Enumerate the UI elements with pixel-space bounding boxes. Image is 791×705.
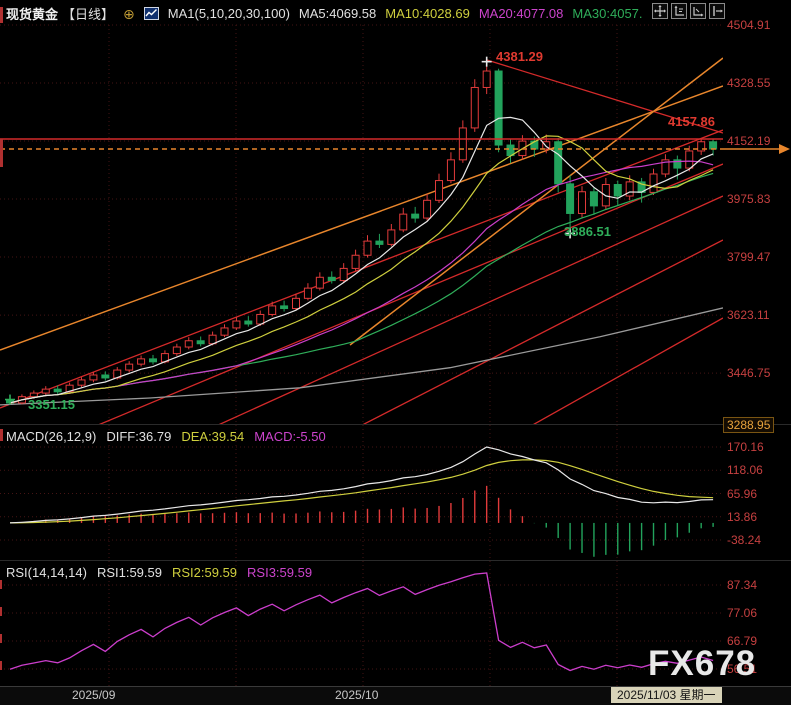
current-date-tag: 2025/11/03 星期一 (611, 687, 722, 703)
pullback-low-annotation: 3886.51 (564, 224, 611, 239)
clipped-left-axis-label (0, 429, 3, 441)
macd-diff-value: DIFF:36.79 (106, 429, 172, 444)
clipped-left-axis-label (0, 634, 2, 643)
resistance-price-label: 4157.86 (668, 114, 715, 129)
rsi3-value: RSI3:59.59 (247, 565, 313, 580)
axis-label: -38.24 (727, 533, 762, 547)
axis-label: 66.79 (727, 633, 758, 648)
axis-label: 13.86 (727, 509, 758, 524)
axis-label: 87.34 (727, 578, 758, 592)
symbol-title: 现货黄金 (6, 7, 59, 22)
axis-label: 65.96 (727, 486, 758, 501)
rsi-legend: RSI(14,14,14) RSI1:59.59 RSI2:59.59 RSI3… (6, 565, 312, 580)
time-axis-bar (0, 686, 791, 705)
clipped-left-axis-label (0, 139, 3, 167)
ma30-value: MA30:4057. (572, 6, 643, 21)
clipped-left-axis-label (0, 580, 2, 589)
rsi-name-label: RSI(14,14,14) (6, 565, 87, 580)
fx678-watermark: FX678 (648, 644, 757, 683)
macd-name-label: MACD(26,12,9) (6, 429, 97, 444)
axis-label: 118.06 (727, 463, 763, 478)
axis-label: 4504.91 (727, 18, 771, 32)
axis-label: 3623.11 (727, 308, 770, 323)
ma10-value: MA10:4028.69 (385, 6, 470, 21)
axis-label: 56.51 (727, 662, 758, 676)
axis-label: 4328.55 (727, 76, 771, 90)
time-label-september: 2025/09 (72, 688, 116, 702)
y-axis-scale-icon[interactable] (671, 3, 687, 19)
ma-settings-label: MA1(5,10,20,30,100) (167, 6, 290, 21)
rsi1-value: RSI1:59.59 (96, 565, 162, 580)
axis-label: 3975.83 (727, 192, 771, 207)
macd-dea-value: DEA:39.54 (181, 429, 245, 444)
chart-toolbar (652, 3, 725, 19)
x-axis-scale-icon[interactable] (690, 3, 706, 19)
macd-macd-value: MACD:-5.50 (254, 429, 326, 444)
axis-label: 4152.19 (727, 134, 771, 149)
swing-low-annotation: 3351.15 (28, 397, 75, 412)
chart-header: 现货黄金 【日线】 ⊕ MA1(5,10,20,30,100) MA5:4069.… (6, 4, 643, 23)
axis-label: 170.16 (727, 440, 764, 454)
ma20-value: MA20:4077.08 (478, 6, 564, 21)
move-crosshair-icon[interactable] (652, 3, 668, 19)
clipped-left-axis-label (0, 7, 3, 23)
axis-boundary-tag: 3288.95 (723, 417, 775, 433)
clipped-left-axis-label (0, 607, 2, 616)
chart-style-icon[interactable] (143, 7, 159, 20)
rsi2-value: RSI2:59.59 (171, 565, 238, 580)
pan-right-icon[interactable] (709, 3, 725, 19)
macd-legend: MACD(26,12,9) DIFF:36.79 DEA:39.54 MACD:… (6, 429, 326, 444)
axis-label: 77.06 (727, 606, 758, 620)
ma5-value: MA5:4069.58 (298, 6, 377, 21)
clipped-left-axis-label (0, 661, 2, 670)
pane-separator-main-macd (0, 424, 791, 425)
swing-high-annotation: 4381.29 (496, 49, 543, 64)
pane-separator-macd-rsi (0, 560, 791, 561)
circle-plus-icon[interactable]: ⊕ (123, 5, 135, 22)
period-label: 【日线】 (62, 7, 115, 22)
axis-label: 3446.75 (727, 366, 771, 381)
axis-label: 3799.47 (727, 250, 771, 265)
time-label-october: 2025/10 (335, 688, 379, 702)
